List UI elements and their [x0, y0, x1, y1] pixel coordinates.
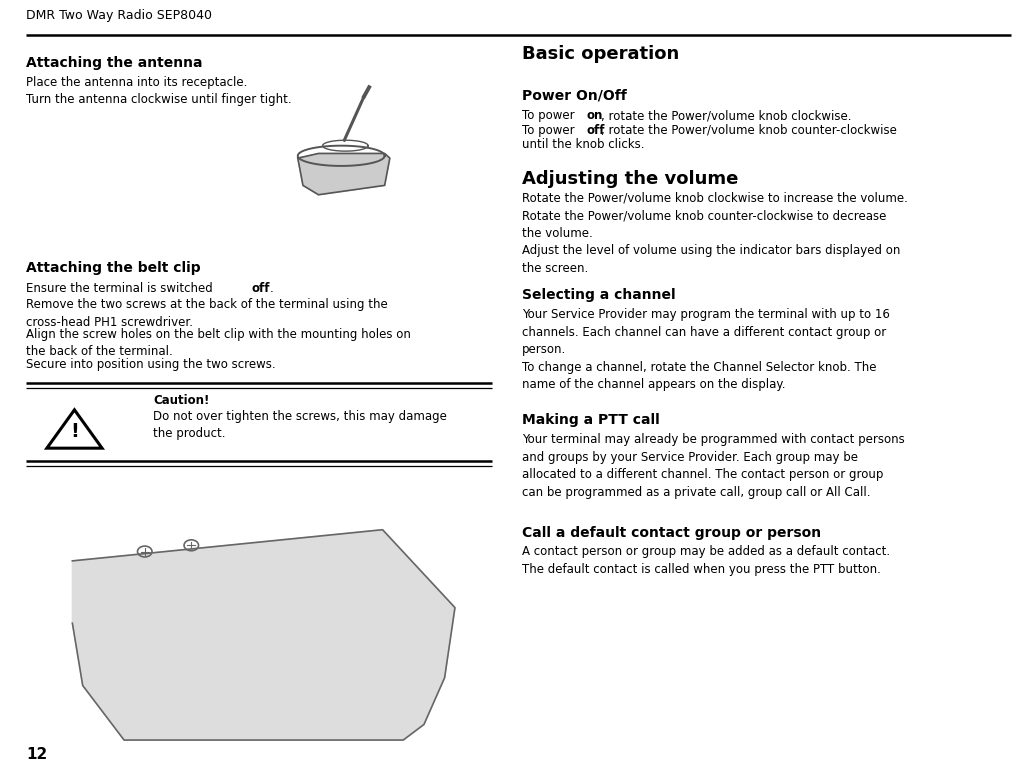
Text: Secure into position using the two screws.: Secure into position using the two screw… — [26, 358, 275, 371]
Text: Attaching the antenna: Attaching the antenna — [26, 56, 203, 70]
Text: Remove the two screws at the back of the terminal using the
cross-head PH1 screw: Remove the two screws at the back of the… — [26, 298, 388, 329]
Text: off: off — [586, 124, 605, 137]
Text: To power: To power — [522, 109, 579, 122]
Text: Adjusting the volume: Adjusting the volume — [522, 170, 738, 188]
Polygon shape — [298, 153, 390, 195]
Text: Do not over tighten the screws, this may damage
the product.: Do not over tighten the screws, this may… — [153, 410, 447, 440]
Text: Making a PTT call: Making a PTT call — [522, 413, 660, 427]
Text: Selecting a channel: Selecting a channel — [522, 288, 676, 302]
Text: Your Service Provider may program the terminal with up to 16
channels. Each chan: Your Service Provider may program the te… — [522, 308, 890, 392]
Text: DMR Two Way Radio SEP8040: DMR Two Way Radio SEP8040 — [26, 9, 212, 23]
Text: until the knob clicks.: until the knob clicks. — [522, 138, 644, 151]
Text: To power: To power — [522, 124, 579, 137]
Polygon shape — [72, 530, 455, 740]
Text: , rotate the Power/volume knob clockwise.: , rotate the Power/volume knob clockwise… — [601, 109, 851, 122]
Text: Place the antenna into its receptacle.
Turn the antenna clockwise until finger t: Place the antenna into its receptacle. T… — [26, 76, 292, 106]
Text: Your terminal may already be programmed with contact persons
and groups by your : Your terminal may already be programmed … — [522, 433, 905, 499]
Text: Power On/Off: Power On/Off — [522, 89, 627, 103]
Text: Call a default contact group or person: Call a default contact group or person — [522, 526, 821, 540]
Text: .: . — [270, 282, 274, 295]
Text: Caution!: Caution! — [153, 394, 210, 407]
Text: Rotate the Power/volume knob clockwise to increase the volume.
Rotate the Power/: Rotate the Power/volume knob clockwise t… — [522, 192, 908, 275]
Text: A contact person or group may be added as a default contact.
The default contact: A contact person or group may be added a… — [522, 545, 890, 576]
Text: 12: 12 — [26, 747, 48, 762]
Text: off: off — [252, 282, 270, 295]
Text: !: ! — [70, 422, 79, 441]
Text: Basic operation: Basic operation — [522, 45, 679, 63]
Text: Ensure the terminal is switched: Ensure the terminal is switched — [26, 282, 216, 295]
Text: Attaching the belt clip: Attaching the belt clip — [26, 261, 201, 275]
Text: on: on — [586, 109, 603, 122]
Text: , rotate the Power/volume knob counter-clockwise: , rotate the Power/volume knob counter-c… — [601, 124, 896, 137]
Text: Align the screw holes on the belt clip with the mounting holes on
the back of th: Align the screw holes on the belt clip w… — [26, 328, 410, 358]
